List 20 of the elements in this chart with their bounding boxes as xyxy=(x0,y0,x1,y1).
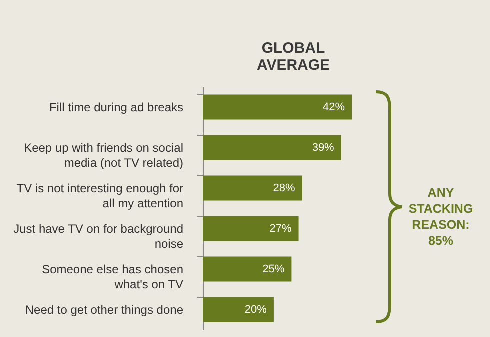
bar xyxy=(203,94,352,120)
y-tick-label: TV is not interesting enough for all my attention xyxy=(16,181,184,210)
bar xyxy=(203,256,292,282)
y-tick-label: Need to get other things done xyxy=(25,302,184,317)
data-label: 25% xyxy=(262,263,285,276)
text: ANY STACKING REASON: 85% xyxy=(408,185,474,249)
y-tick-label: Keep up with friends on social media (not TV related) xyxy=(24,140,184,170)
data-label: 27% xyxy=(270,222,292,235)
bar xyxy=(203,135,342,160)
y-tick-label: Someone else has chosen what's on TV xyxy=(42,262,184,292)
data-label: 20% xyxy=(244,304,268,316)
bar xyxy=(203,297,274,322)
y-tick-label: Fill time during ad breaks xyxy=(49,100,184,114)
data-label: 42% xyxy=(322,101,346,114)
data-label: 39% xyxy=(312,142,335,154)
chart-title: GLOBAL AVERAGE xyxy=(256,40,330,74)
bar xyxy=(203,176,302,201)
data-label: 28% xyxy=(273,182,296,194)
bar xyxy=(203,216,299,242)
y-tick-label: Just have TV on for background noise xyxy=(14,222,184,251)
